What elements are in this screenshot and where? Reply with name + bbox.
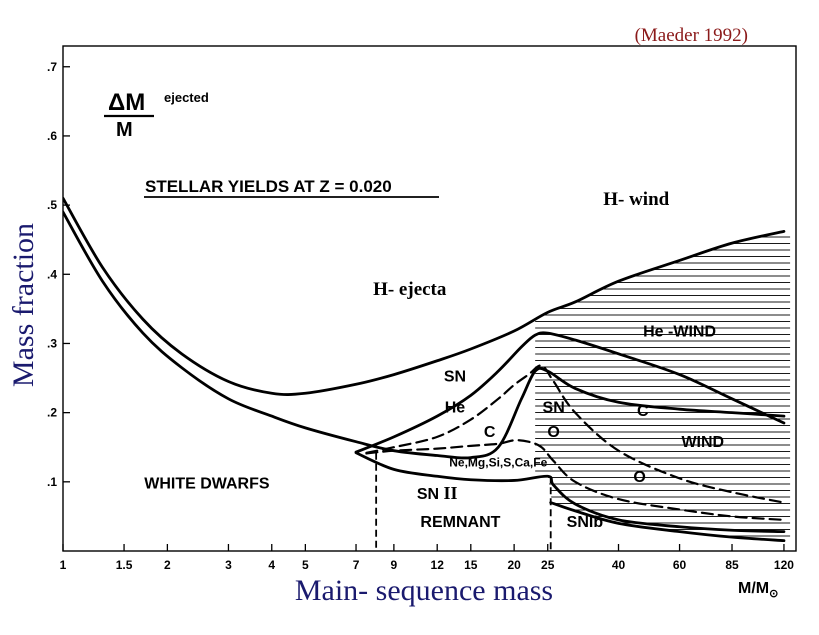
ticks-layer: 1 1.5 2 3 4 5 7 9 12 15 20 25 40 60 85 120 .1 .2 .3 .4 .5 .6.… <box>47 60 794 572</box>
y-tick-label-.3: .3 <box>47 336 57 350</box>
x-tick-label-4: 4 <box>268 558 275 572</box>
curves-layer <box>63 196 786 543</box>
x-tick-label-5: 5 <box>302 558 309 572</box>
x-tick-label-40: 40 <box>612 558 626 572</box>
annotation-2: H- ejecta <box>373 279 447 300</box>
x-axis-unit-subscript: ⊙ <box>769 588 778 600</box>
annotation-11: O <box>633 469 645 486</box>
x-tick-label-1.5: 1.5 <box>116 558 133 572</box>
annotation-4: SN <box>444 369 466 386</box>
formula-numerator: ΔM <box>108 89 145 116</box>
curve-bottom-boundary <box>549 501 786 543</box>
x-tick-label-3: 3 <box>225 558 232 572</box>
formula-superscript: ejected <box>164 90 209 105</box>
annotation-12: Ne,Mg,Si,S,Ca,Fe <box>449 456 547 470</box>
x-tick-label-2: 2 <box>164 558 171 572</box>
y-tick-label-.7: .7 <box>47 60 57 74</box>
annotation-3: He -WIND <box>643 324 716 341</box>
curve-o-boundary <box>365 439 786 521</box>
y-tick-label-.1: .1 <box>47 475 57 489</box>
hatched-wind-region <box>535 231 791 541</box>
chart-title: STELLAR YIELDS AT Z = 0.020 <box>145 177 392 196</box>
plot-frame <box>62 45 797 552</box>
x-tick-label-60: 60 <box>673 558 687 572</box>
x-tick-label-7: 7 <box>353 558 360 572</box>
y-tick-label-.5: .5 <box>47 198 57 212</box>
curve-c-boundary <box>365 364 786 504</box>
annotations-layer: H- wind H- ejecta He -WIND SN He SN O C C WIND O Ne… <box>144 189 724 531</box>
roman-numeral: II <box>444 483 458 503</box>
x-tick-label-20: 20 <box>507 558 521 572</box>
x-tick-label-25: 25 <box>541 558 555 572</box>
x-tick-label-85: 85 <box>725 558 739 572</box>
x-axis-label: Main- sequence mass <box>295 574 553 607</box>
annotation-13: WHITE DWARFS <box>144 476 270 493</box>
x-tick-label-120: 120 <box>774 558 794 572</box>
formula-denominator: M <box>116 119 133 141</box>
annotation-6: SN <box>543 400 565 417</box>
annotation-9: C <box>637 403 649 420</box>
x-tick-label-15: 15 <box>464 558 478 572</box>
formula: ΔM ejected M <box>104 89 209 141</box>
annotation-14: SN II <box>417 483 458 503</box>
citation-text: (Maeder 1992) <box>635 25 748 46</box>
curve-h-boundary <box>63 196 786 396</box>
y-tick-label-.2: .2 <box>47 406 57 420</box>
x-tick-label-12: 12 <box>431 558 445 572</box>
x-axis-unit: M/M⊙ <box>738 580 778 600</box>
x-tick-label-1: 1 <box>60 558 67 572</box>
annotation-15: REMNANT <box>420 514 500 531</box>
y-tick-label-.6: .6 <box>47 129 57 143</box>
annotation-5: He <box>445 400 466 417</box>
curve-he-boundary <box>63 210 786 460</box>
annotation-8: C <box>484 424 496 441</box>
y-tick-label-.4: .4 <box>47 267 57 281</box>
annotation-1: H- wind <box>603 189 669 210</box>
annotation-10: WIND <box>681 434 724 451</box>
hatch-layer <box>535 231 791 541</box>
x-axis-unit-main: M/M <box>738 580 769 597</box>
x-tick-label-9: 9 <box>391 558 398 572</box>
annotation-16: SNIb <box>567 514 604 531</box>
curve-wind-boundary <box>354 331 786 454</box>
y-axis-label: Mass fraction <box>7 223 40 387</box>
annotation-7: O <box>547 424 559 441</box>
vertical-lines-layer <box>375 452 552 551</box>
